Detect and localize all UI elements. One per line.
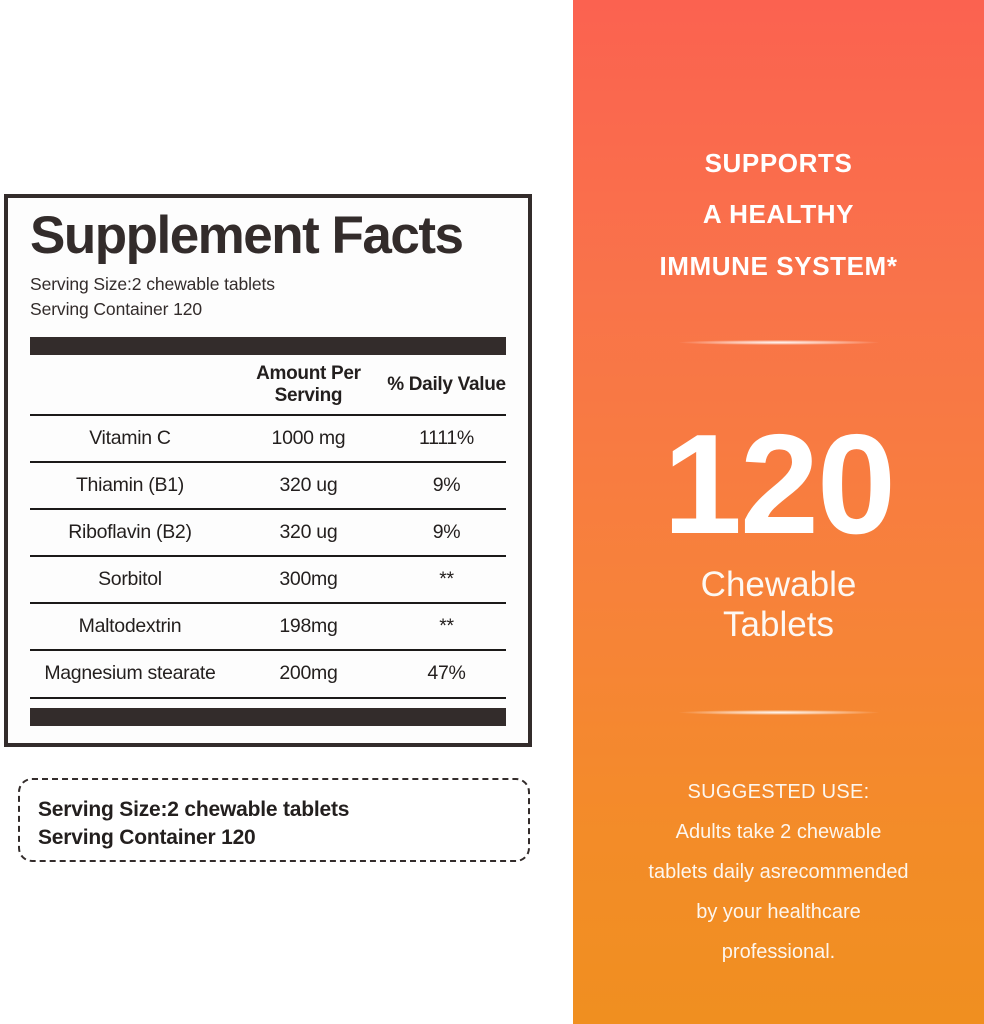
headline-line-3: IMMUNE SYSTEM* bbox=[659, 250, 898, 281]
table-header: Amount Per Serving % Daily Value bbox=[30, 363, 506, 415]
table-row: Sorbitol 300mg ** bbox=[30, 555, 506, 603]
nutrient-daily-value: 9% bbox=[432, 473, 461, 496]
facts-top-rule bbox=[30, 336, 506, 355]
supplement-facts-table: Amount Per Serving % Daily Value Vitamin… bbox=[30, 363, 506, 697]
nutrient-daily-value: 9% bbox=[432, 520, 461, 543]
suggested-use-line-2: tablets daily asrecommended bbox=[648, 861, 909, 883]
table-body: Vitamin C 1000 mg 1111% Thiamin (B1) 320… bbox=[30, 414, 506, 697]
headline-line-1: SUPPORTS bbox=[704, 148, 853, 178]
tablet-count-label: Chewable Tablets bbox=[573, 565, 984, 646]
column-header-amount: Amount Per Serving bbox=[256, 362, 361, 406]
headline-line-2: A HEALTHY bbox=[702, 199, 855, 230]
callout-serving-size: Serving Size:2 chewable tablets bbox=[38, 798, 350, 821]
nutrient-daily-value: 1111% bbox=[419, 426, 474, 449]
nutrient-amount: 320 ug bbox=[279, 473, 338, 496]
suggested-use-line-4: professional. bbox=[721, 941, 836, 963]
promo-panel: SUPPORTS A HEALTHY IMMUNE SYSTEM* 120 Ch… bbox=[573, 0, 984, 1024]
supplement-facts-panel: Supplement Facts Serving Size:2 chewable… bbox=[4, 194, 532, 862]
serving-size-text: Serving Size:2 chewable tablets bbox=[30, 274, 275, 295]
nutrient-name: Maltodextrin bbox=[78, 614, 182, 637]
table-row: Magnesium stearate 200mg 47% bbox=[30, 649, 506, 697]
facts-table-bottom-rule bbox=[30, 696, 506, 699]
nutrient-amount: 198mg bbox=[279, 614, 338, 637]
divider-bottom bbox=[678, 710, 879, 715]
suggested-use-line-1: Adults take 2 chewable bbox=[675, 821, 882, 843]
count-label-line-2: Tablets bbox=[723, 605, 834, 645]
nutrient-daily-value: ** bbox=[439, 567, 454, 590]
suggested-use-block: SUGGESTED USE: Adults take 2 chewable ta… bbox=[603, 772, 954, 972]
nutrient-name: Vitamin C bbox=[89, 426, 171, 449]
nutrient-daily-value: 47% bbox=[427, 662, 466, 685]
serving-container-text: Serving Container 120 bbox=[30, 299, 203, 320]
callout-serving-container: Serving Container 120 bbox=[38, 826, 256, 850]
column-header-name bbox=[30, 363, 230, 415]
nutrient-name: Magnesium stearate bbox=[44, 662, 216, 685]
divider-top bbox=[678, 340, 879, 345]
facts-bottom-rule bbox=[30, 707, 506, 726]
table-row: Maltodextrin 198mg ** bbox=[30, 602, 506, 650]
suggested-use-line-3: by your healthcare bbox=[696, 901, 861, 923]
tablet-count-number: 120 bbox=[663, 405, 896, 564]
promo-headline: SUPPORTS A HEALTHY IMMUNE SYSTEM* bbox=[573, 138, 984, 292]
nutrient-name: Thiamin (B1) bbox=[75, 473, 184, 496]
nutrient-amount: 320 ug bbox=[279, 520, 338, 543]
nutrient-daily-value: ** bbox=[439, 614, 454, 637]
supplement-facts-box: Supplement Facts Serving Size:2 chewable… bbox=[4, 194, 532, 747]
nutrient-amount: 300mg bbox=[279, 567, 338, 590]
table-row: Riboflavin (B2) 320 ug 9% bbox=[30, 508, 506, 556]
nutrient-name: Riboflavin (B2) bbox=[68, 520, 192, 543]
serving-info: Serving Size:2 chewable tablets Serving … bbox=[30, 272, 506, 323]
suggested-use-title: SUGGESTED USE: bbox=[687, 781, 870, 803]
nutrient-amount: 1000 mg bbox=[271, 426, 346, 449]
column-header-daily-value: % Daily Value bbox=[387, 373, 506, 395]
supplement-facts-title: Supplement Facts bbox=[30, 206, 464, 265]
count-label-line-1: Chewable bbox=[700, 564, 857, 604]
table-row: Vitamin C 1000 mg 1111% bbox=[30, 414, 506, 462]
tablet-count-block: 120 Chewable Tablets bbox=[573, 405, 984, 646]
nutrient-amount: 200mg bbox=[279, 662, 338, 685]
table-header-row: Amount Per Serving % Daily Value bbox=[30, 363, 506, 415]
nutrient-name: Sorbitol bbox=[98, 567, 162, 590]
serving-callout-box: Serving Size:2 chewable tablets Serving … bbox=[18, 778, 530, 862]
table-row: Thiamin (B1) 320 ug 9% bbox=[30, 461, 506, 509]
